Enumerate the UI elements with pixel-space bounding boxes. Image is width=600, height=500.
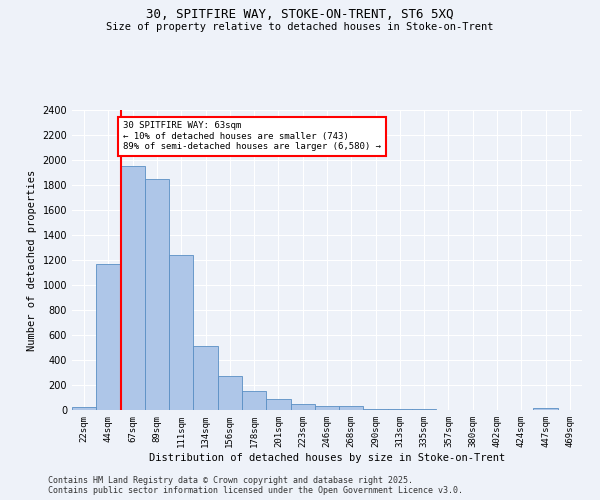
Bar: [145, 179, 169, 410]
Text: Contains public sector information licensed under the Open Government Licence v3: Contains public sector information licen…: [48, 486, 463, 495]
Bar: [315, 406, 339, 410]
Bar: [364, 408, 388, 410]
Text: Contains HM Land Registry data © Crown copyright and database right 2025.: Contains HM Land Registry data © Crown c…: [48, 476, 413, 485]
Bar: [339, 406, 364, 410]
Bar: [121, 166, 145, 410]
X-axis label: Distribution of detached houses by size in Stoke-on-Trent: Distribution of detached houses by size …: [149, 452, 505, 462]
Y-axis label: Number of detached properties: Number of detached properties: [27, 170, 37, 350]
Bar: [533, 408, 558, 410]
Bar: [96, 264, 121, 410]
Bar: [72, 407, 96, 410]
Bar: [169, 255, 193, 410]
Bar: [388, 409, 412, 410]
Bar: [290, 404, 315, 410]
Text: 30 SPITFIRE WAY: 63sqm
← 10% of detached houses are smaller (743)
89% of semi-de: 30 SPITFIRE WAY: 63sqm ← 10% of detached…: [123, 121, 381, 151]
Text: Size of property relative to detached houses in Stoke-on-Trent: Size of property relative to detached ho…: [106, 22, 494, 32]
Bar: [242, 390, 266, 410]
Text: 30, SPITFIRE WAY, STOKE-ON-TRENT, ST6 5XQ: 30, SPITFIRE WAY, STOKE-ON-TRENT, ST6 5X…: [146, 8, 454, 20]
Bar: [218, 376, 242, 410]
Bar: [193, 346, 218, 410]
Bar: [266, 399, 290, 410]
